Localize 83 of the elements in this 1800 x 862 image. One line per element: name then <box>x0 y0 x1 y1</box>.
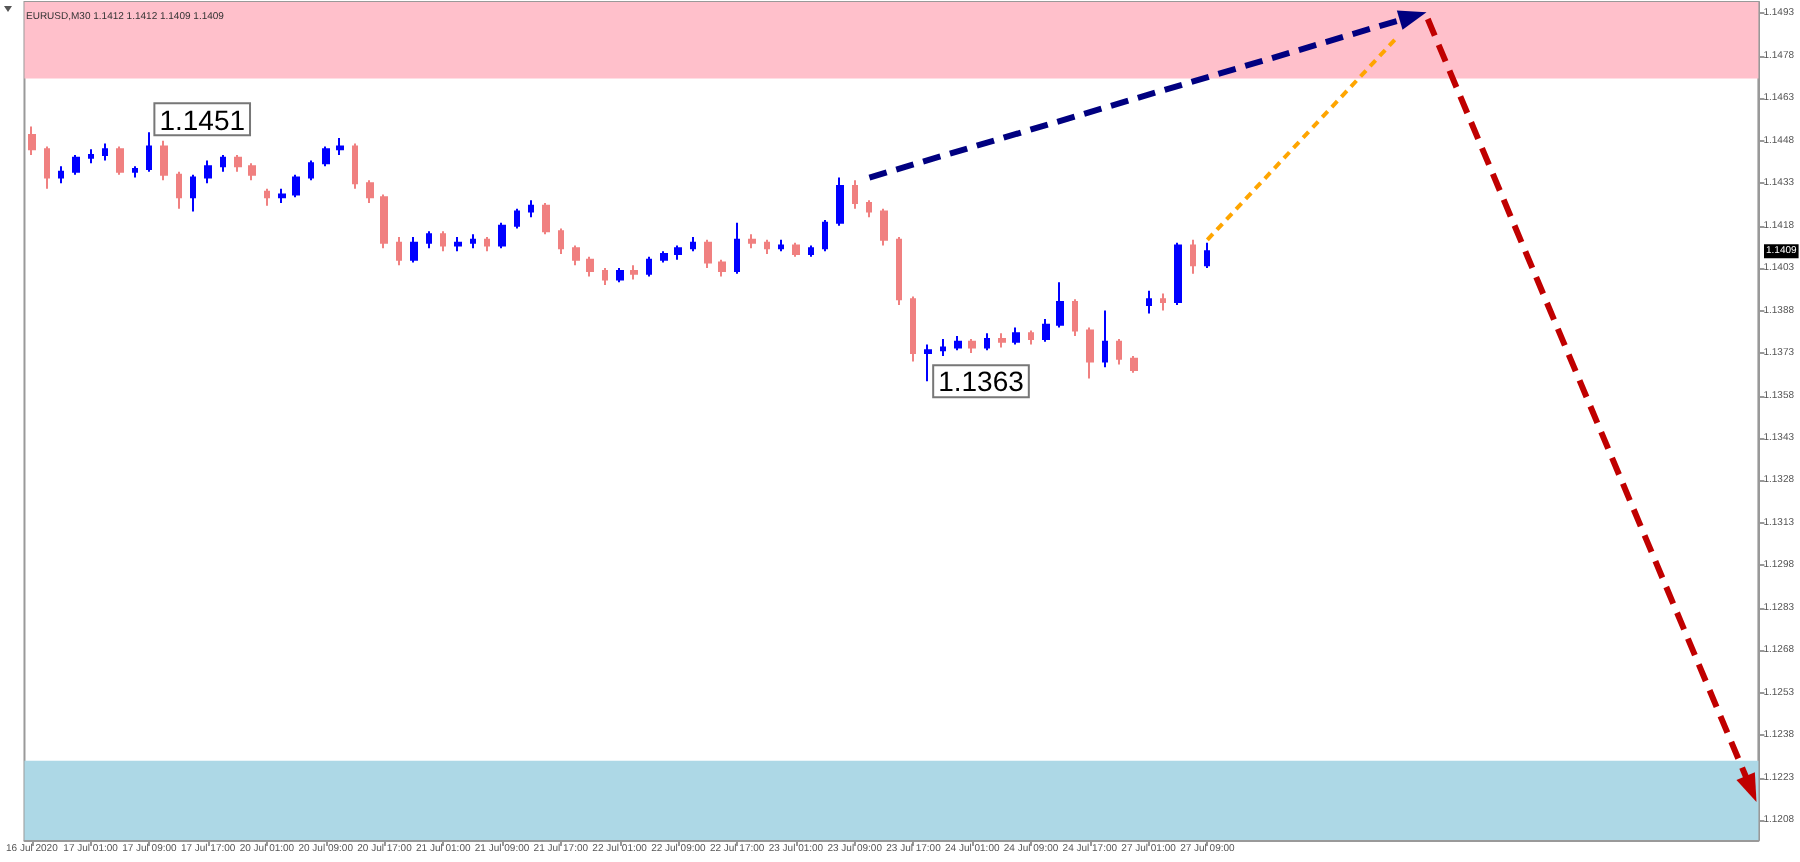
candlestick <box>396 235 402 267</box>
candlestick <box>1116 337 1122 366</box>
candlestick <box>278 187 286 205</box>
candlestick <box>558 227 564 255</box>
candlestick <box>1086 326 1094 380</box>
candlestick <box>1042 318 1050 343</box>
candlestick <box>220 153 226 173</box>
candlestick <box>380 193 388 250</box>
candlestick <box>58 165 64 185</box>
candlestick <box>778 238 784 253</box>
candlestick <box>410 235 418 264</box>
candlestick <box>1146 289 1152 315</box>
candlestick <box>1102 309 1108 369</box>
candlestick <box>602 267 608 287</box>
candlestick <box>572 244 580 267</box>
candlestick <box>984 332 990 352</box>
candlestick <box>896 235 902 306</box>
candlestick <box>1190 238 1196 275</box>
candlestick <box>28 125 36 156</box>
candlestick <box>792 241 800 258</box>
candlestick <box>1174 241 1182 306</box>
candlestick <box>808 244 814 258</box>
candlestick <box>630 264 638 281</box>
candlestick <box>308 159 314 182</box>
candlestick <box>1012 326 1020 346</box>
candlestick <box>176 170 182 210</box>
candlestick <box>264 187 270 207</box>
text: 1.1363 <box>938 365 1024 398</box>
candlestick <box>484 235 490 253</box>
candlestick <box>498 221 506 250</box>
candlestick <box>866 199 872 219</box>
candlestick <box>1204 241 1210 270</box>
candlestick <box>940 337 946 357</box>
candlestick <box>1130 354 1138 374</box>
candlestick <box>102 142 108 162</box>
candlestick <box>160 139 168 182</box>
candlestick <box>132 165 138 179</box>
candlestick <box>718 258 726 278</box>
candlestick <box>616 267 624 284</box>
text: 1.1451 <box>159 104 246 137</box>
candlestick <box>426 230 432 250</box>
candlestick <box>998 332 1006 349</box>
candlestick <box>146 131 152 173</box>
candlestick <box>514 207 520 230</box>
candlestick <box>470 233 476 250</box>
candlestick <box>72 153 80 176</box>
candlestick <box>292 173 300 199</box>
candlestick <box>764 238 770 255</box>
candlestick <box>1160 292 1166 312</box>
candlestick <box>528 199 534 219</box>
candlestick <box>366 179 374 205</box>
candlestick <box>690 235 696 253</box>
candlestick <box>910 295 916 363</box>
candlestick <box>88 148 94 165</box>
candlestick <box>116 145 124 176</box>
candlestick <box>336 136 344 156</box>
candlestick <box>542 202 550 236</box>
candlestick <box>586 255 594 278</box>
candlestick <box>748 233 756 250</box>
candlestick <box>836 176 844 227</box>
candlestick <box>44 145 50 190</box>
candlestick <box>734 221 740 275</box>
candlestick <box>852 179 858 210</box>
candlestick <box>954 335 962 352</box>
candlestick <box>352 142 358 190</box>
candlestick <box>204 159 212 185</box>
candlestick <box>704 238 712 270</box>
candlestick <box>924 343 932 383</box>
candlestick <box>248 162 256 182</box>
candlestick <box>1028 329 1034 346</box>
candlestick <box>190 173 196 213</box>
candlestick <box>440 230 446 253</box>
candlestick <box>454 235 462 253</box>
candlestick <box>822 218 828 253</box>
candlestick <box>234 153 242 173</box>
candlestick <box>1072 298 1078 338</box>
candlestick <box>660 250 668 264</box>
candlestick <box>646 255 652 278</box>
candlestick <box>674 244 682 261</box>
candlestick <box>880 207 888 247</box>
candlestick <box>968 337 976 355</box>
candlestick <box>1056 281 1064 329</box>
candlestick <box>322 145 330 168</box>
